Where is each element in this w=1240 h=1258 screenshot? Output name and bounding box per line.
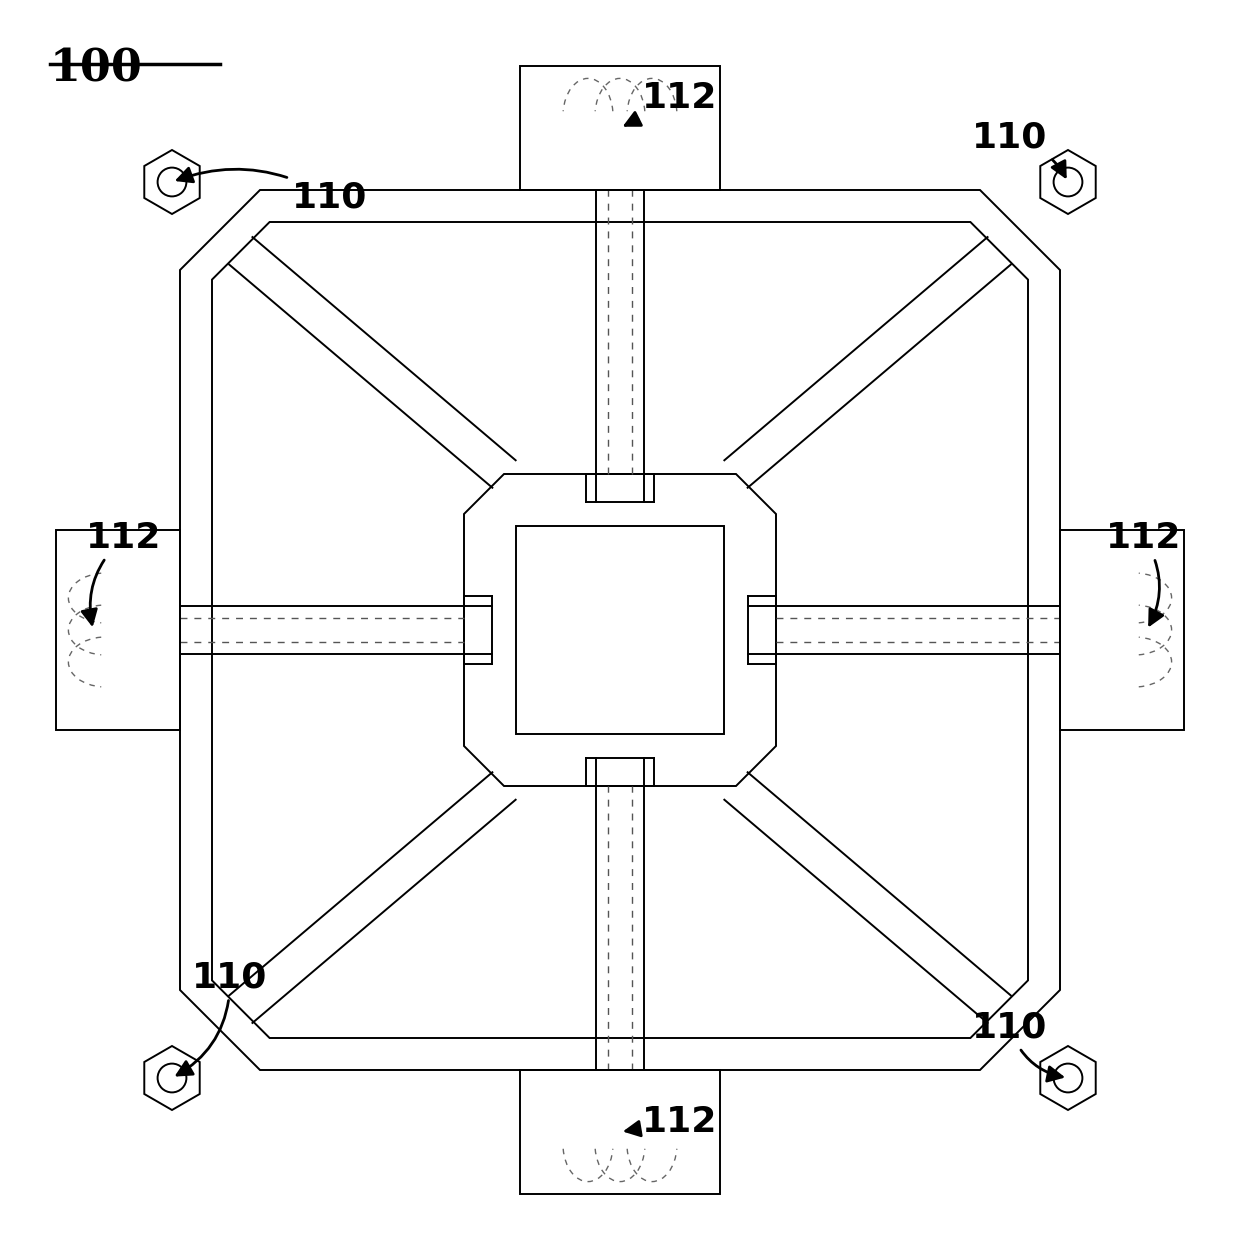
Text: 110: 110	[972, 121, 1065, 177]
Bar	[516, 526, 724, 733]
Text: 112: 112	[82, 521, 161, 624]
Text: 110: 110	[972, 1011, 1063, 1081]
Text: 100: 100	[50, 48, 143, 91]
Text: 110: 110	[177, 961, 268, 1076]
Text: 112: 112	[1106, 521, 1182, 625]
Bar	[1060, 530, 1184, 730]
Text: 112: 112	[626, 1105, 718, 1138]
Bar	[520, 1071, 720, 1194]
Text: 110: 110	[177, 169, 368, 215]
Bar	[520, 65, 720, 190]
Bar	[56, 530, 180, 730]
Text: 112: 112	[625, 81, 718, 126]
